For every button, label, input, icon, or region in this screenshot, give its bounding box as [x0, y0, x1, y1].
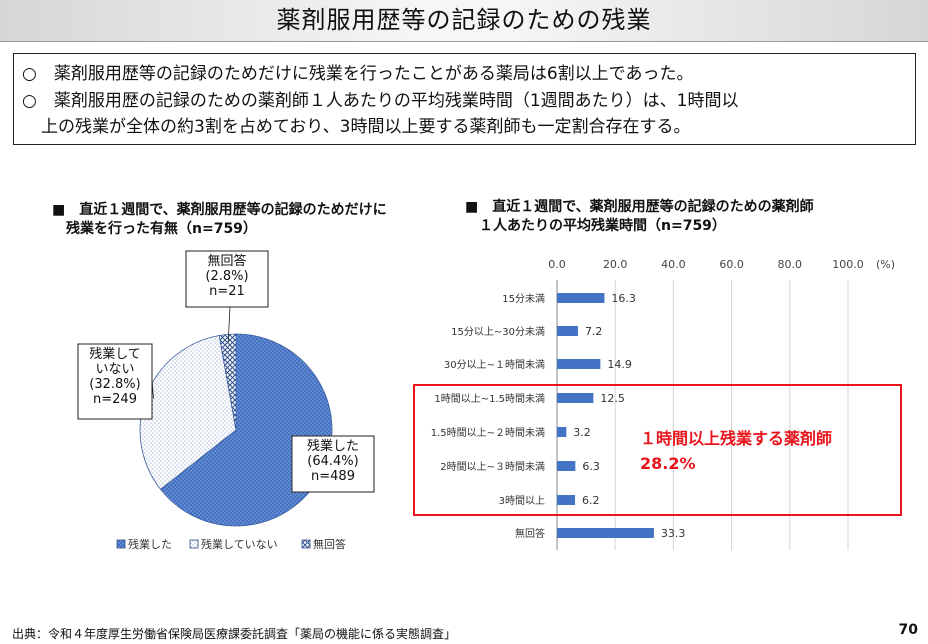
bar [557, 393, 594, 403]
pie-label-text: (64.4%) [307, 454, 358, 469]
pie-slice-3 [218, 333, 237, 431]
annotation-text: １時間以上残業する薬剤師 [640, 429, 832, 448]
category-label: 3時間以上 [499, 495, 545, 507]
bar-chart-title-line-2: １人あたりの平均残業時間（n=759） [465, 218, 726, 234]
x-tick-label: 40.0 [661, 258, 686, 271]
pie-leader-line [151, 379, 154, 399]
pie-label-text: n=249 [93, 392, 137, 407]
bar-chart-title-line-1: ■ 直近１週間で、薬剤服用歴等の記録のための薬剤師 [465, 199, 814, 215]
pie-label-box-1 [291, 435, 375, 493]
pie-slice-2 [139, 335, 237, 490]
pie-label-text: いない [95, 362, 134, 377]
pie-label-box-3 [185, 250, 269, 308]
bar-value-label: 16.3 [611, 292, 636, 305]
bar-value-label: 3.2 [573, 426, 591, 439]
bar [557, 293, 605, 303]
bar [557, 528, 654, 538]
x-tick-label: 20.0 [603, 258, 628, 271]
category-label: 2時間以上~３時間未満 [440, 461, 545, 473]
highlight-box [413, 384, 902, 516]
pie-label-text: (2.8%) [205, 269, 248, 284]
title-bar [0, 0, 928, 42]
category-label: 1時間以上~1.5時間未満 [434, 393, 545, 405]
legend-label-2: 残業していない [201, 537, 278, 551]
source-footnote: 出典：令和４年度厚生労働省保険局医療課委託調査「薬局の機能に係る実態調査」 [12, 627, 457, 641]
pie-label-text: 無回答 [207, 253, 246, 269]
pie-label-text: (32.8%) [89, 377, 140, 392]
x-axis-unit: (%) [876, 258, 895, 271]
bar [557, 427, 567, 437]
x-tick-label: 100.0 [832, 258, 864, 271]
summary-line-3: 上の残業が全体の約3割を占めており、3時間以上要する薬剤師も一定割合存在する。 [41, 117, 691, 137]
bar [557, 461, 576, 471]
x-tick-label: 80.0 [778, 258, 803, 271]
category-label: 15分以上~30分未満 [451, 326, 545, 338]
legend-swatch-2 [189, 539, 199, 549]
summary-line-1: ○ 薬剤服用歴等の記録のためだけに残業を行ったことがある薬局は6割以上であった。 [22, 64, 694, 84]
category-label: 1.5時間以上~２時間未満 [431, 427, 545, 439]
bar-value-label: 6.2 [582, 494, 600, 507]
pie-label-text: 残業した [307, 438, 359, 454]
legend-label-1: 残業した [128, 537, 172, 551]
pie-label-box-2 [77, 343, 153, 420]
pie-slice-1 [159, 333, 333, 527]
category-label: 無回答 [515, 527, 545, 540]
bar [557, 359, 601, 369]
pie-chart-title-line-1: ■ 直近１週間で、薬剤服用歴等の記録のためだけに [52, 202, 387, 218]
bar-value-label: 6.3 [582, 460, 600, 473]
summary-line-2: ○ 薬剤服用歴の記録のための薬剤師１人あたりの平均残業時間（1週間あたり）は、1… [22, 91, 739, 111]
x-tick-label: 60.0 [719, 258, 744, 271]
pie-label-text: n=489 [311, 469, 355, 484]
annotation-value: 28.2% [640, 454, 696, 473]
bar-value-label: 12.5 [600, 392, 625, 405]
summary-box [13, 53, 916, 145]
bar [557, 495, 576, 505]
pie-label-text: n=21 [209, 284, 245, 299]
pie-chart-title-line-2: 残業を行った有無（n=759） [52, 221, 257, 237]
legend-label-3: 無回答 [313, 537, 346, 551]
category-label: 30分以上~１時間未満 [444, 359, 545, 371]
pie-leader-line [227, 306, 231, 343]
x-tick-label: 0.0 [548, 258, 566, 271]
pie-label-text: 残業して [89, 346, 141, 362]
legend-swatch-3 [301, 539, 311, 549]
bar-value-label: 7.2 [585, 325, 603, 338]
bar [557, 326, 578, 336]
page-title: 薬剤服用歴等の記録のための残業 [276, 6, 652, 34]
category-label: 15分未満 [502, 293, 545, 305]
bar-value-label: 33.3 [661, 527, 686, 540]
page-number: 70 [898, 622, 918, 638]
bar-value-label: 14.9 [607, 358, 632, 371]
legend-swatch-1 [116, 539, 126, 549]
